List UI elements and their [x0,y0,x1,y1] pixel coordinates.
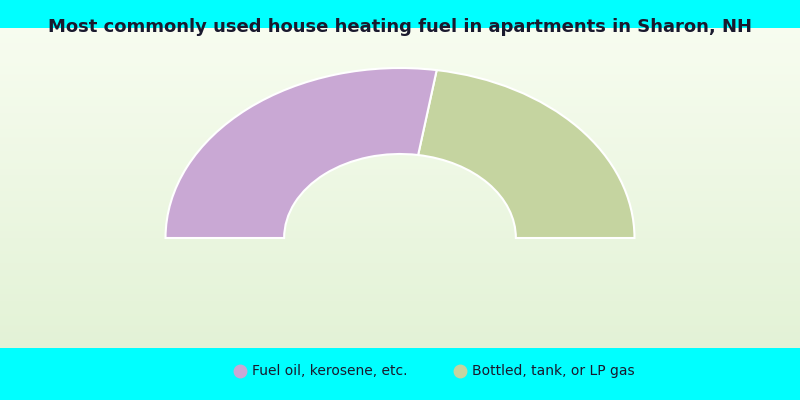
Text: Bottled, tank, or LP gas: Bottled, tank, or LP gas [472,364,634,378]
Wedge shape [418,70,634,238]
Text: Most commonly used house heating fuel in apartments in Sharon, NH: Most commonly used house heating fuel in… [48,18,752,36]
Text: Fuel oil, kerosene, etc.: Fuel oil, kerosene, etc. [252,364,407,378]
Wedge shape [166,68,437,238]
